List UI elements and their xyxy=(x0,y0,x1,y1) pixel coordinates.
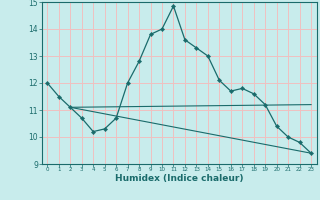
X-axis label: Humidex (Indice chaleur): Humidex (Indice chaleur) xyxy=(115,174,244,183)
